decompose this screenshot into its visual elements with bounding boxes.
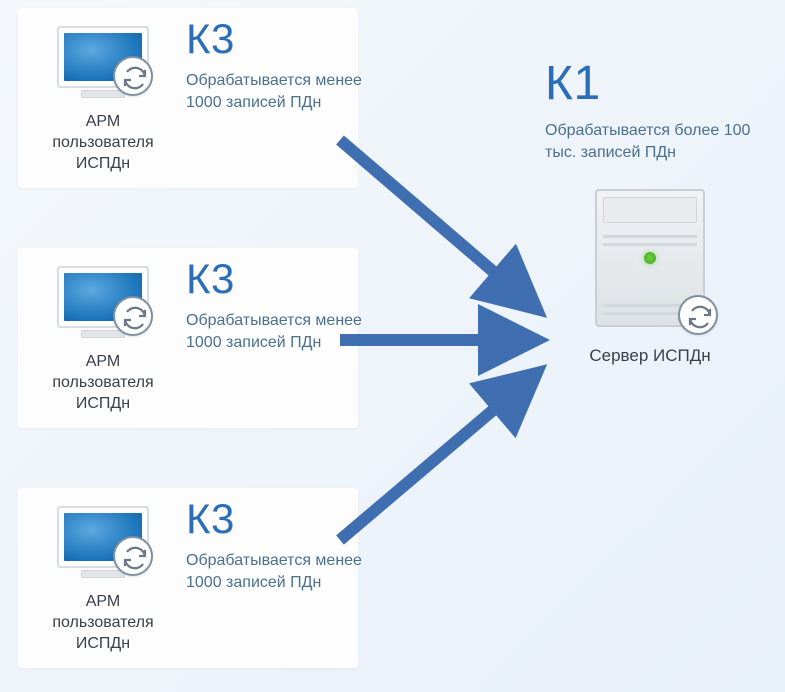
workstation-3-text: К3 Обрабатывается менее 1000 записей ПДн [186, 498, 376, 595]
server-led-icon [644, 252, 656, 264]
workstation-1-icon: АРМ пользователя ИСПДн [48, 26, 158, 174]
monitor-icon [57, 506, 149, 574]
workstation-1-text: К3 Обрабатывается менее 1000 записей ПДн [186, 18, 376, 115]
workstation-3-title: К3 [186, 498, 376, 540]
server-title: К1 [545, 60, 755, 108]
workstation-3-desc: Обрабатывается менее 1000 записей ПДн [186, 550, 376, 595]
workstation-3-caption: АРМ пользователя ИСПДн [48, 592, 158, 654]
workstation-2-caption: АРМ пользователя ИСПДн [48, 352, 158, 414]
workstation-2-title: К3 [186, 258, 376, 300]
workstation-2-icon: АРМ пользователя ИСПДн [48, 266, 158, 414]
workstation-1-title: К3 [186, 18, 376, 60]
workstation-2-text: К3 Обрабатывается менее 1000 записей ПДн [186, 258, 376, 355]
workstation-1-caption: АРМ пользователя ИСПДн [48, 112, 158, 174]
sync-icon [678, 295, 718, 335]
monitor-icon [57, 266, 149, 334]
server-block: К1 Обрабатывается более 100 тыс. записей… [545, 60, 755, 368]
workstation-1: АРМ пользователя ИСПДн К3 Обрабатывается… [18, 8, 358, 188]
workstation-2-desc: Обрабатывается менее 1000 записей ПДн [186, 310, 376, 355]
workstation-3-icon: АРМ пользователя ИСПДн [48, 506, 158, 654]
sync-icon [113, 56, 153, 96]
workstation-1-desc: Обрабатывается менее 1000 записей ПДн [186, 70, 376, 115]
server-icon [590, 189, 710, 327]
workstation-3: АРМ пользователя ИСПДн К3 Обрабатывается… [18, 488, 358, 668]
server-caption: Сервер ИСПДн [545, 345, 755, 368]
sync-icon [113, 536, 153, 576]
workstation-2: АРМ пользователя ИСПДн К3 Обрабатывается… [18, 248, 358, 428]
monitor-icon [57, 26, 149, 94]
server-desc: Обрабатывается более 100 тыс. записей ПД… [545, 120, 755, 165]
sync-icon [113, 296, 153, 336]
